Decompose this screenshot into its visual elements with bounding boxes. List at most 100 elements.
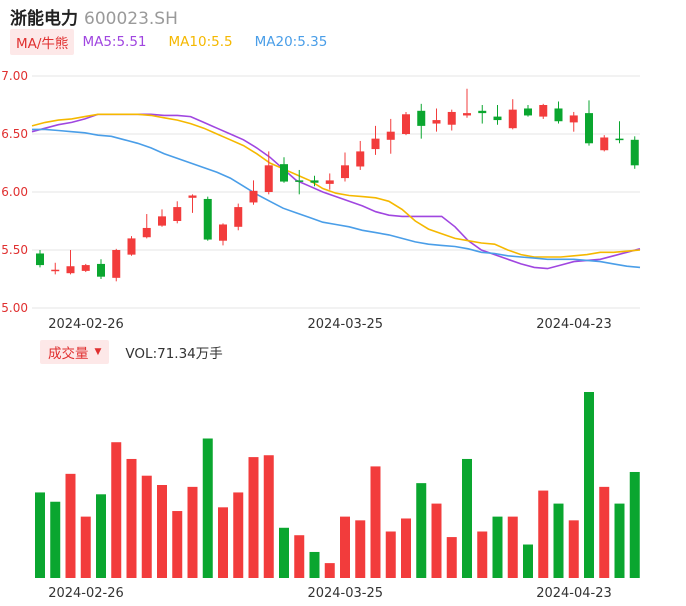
volume-bar <box>248 457 259 578</box>
y-tick-label: 7.00 <box>1 69 28 83</box>
candle-body <box>234 207 243 227</box>
volume-bar <box>96 494 106 578</box>
candle <box>569 111 578 132</box>
volume-bar <box>324 563 335 578</box>
volume-bar <box>263 455 274 578</box>
candle-body <box>341 165 349 179</box>
candle-body <box>173 207 182 221</box>
volume-bar <box>202 438 213 578</box>
candle-body <box>386 131 395 140</box>
volume-bar <box>538 490 549 578</box>
candle-body <box>463 113 471 116</box>
volume-x-tick-label: 2024-02-26 <box>48 586 124 601</box>
candle-body <box>630 139 639 166</box>
candle <box>142 214 151 239</box>
stock-name: 浙能电力 <box>10 9 78 29</box>
volume-bar <box>553 503 564 578</box>
candle-body <box>371 138 380 150</box>
candle-body <box>600 137 609 151</box>
candle <box>554 101 563 124</box>
candle-body <box>615 138 624 141</box>
candle-body <box>249 190 258 203</box>
candle-body <box>585 113 593 144</box>
volume-bar <box>599 486 610 578</box>
volume-bar <box>50 501 61 578</box>
ma10-line <box>31 113 641 258</box>
candle-body <box>524 108 532 116</box>
volume-dropdown-label: 成交量 <box>48 346 89 362</box>
candle <box>127 236 136 256</box>
candle <box>112 248 121 282</box>
candle <box>66 250 75 275</box>
candle-body <box>127 238 136 255</box>
volume-bar <box>462 458 472 578</box>
candle <box>341 152 349 182</box>
candle-body <box>508 109 517 129</box>
volume-bar <box>614 503 625 578</box>
volume-bar <box>294 535 305 578</box>
candle <box>463 88 471 118</box>
volume-bar <box>65 473 76 578</box>
candle-body <box>97 263 105 277</box>
candle <box>356 140 365 170</box>
volume-bar <box>340 516 350 578</box>
volume-bar <box>416 483 427 578</box>
volume-bar <box>111 442 122 578</box>
candle <box>219 223 227 246</box>
volume-legend: 成交量 ▼ VOL:71.34万手 <box>40 340 223 364</box>
candle-body <box>66 266 75 274</box>
candle <box>600 135 609 152</box>
candle-body <box>203 198 212 240</box>
ma5-label: MA5:5.51 <box>82 34 147 50</box>
candle <box>310 175 319 187</box>
volume-bar <box>141 475 152 578</box>
candle-body <box>219 224 227 241</box>
candle <box>478 105 487 124</box>
volume-bar <box>523 544 533 578</box>
candle <box>615 121 624 144</box>
candle-body <box>493 116 502 121</box>
candle <box>51 262 60 275</box>
y-tick-label: 6.50 <box>1 127 28 141</box>
candle-body <box>81 265 90 271</box>
x-tick-label: 2024-04-23 <box>536 317 612 332</box>
candle-body <box>51 269 60 272</box>
volume-bar <box>446 537 457 578</box>
candle-body <box>417 110 426 126</box>
candle <box>173 201 182 224</box>
candle <box>371 125 380 155</box>
volume-bar <box>477 531 488 578</box>
volume-bar <box>355 520 366 578</box>
candle-body <box>325 180 334 184</box>
candle-body <box>142 227 151 238</box>
chevron-down-icon: ▼ <box>94 347 102 357</box>
volume-bar <box>279 527 289 578</box>
volume-x-tick-label: 2024-03-25 <box>307 586 383 601</box>
volume-bar <box>35 492 45 578</box>
volume-indicator-dropdown[interactable]: 成交量 ▼ <box>40 340 110 364</box>
x-tick-label: 2024-03-25 <box>307 317 383 332</box>
volume-bar <box>218 507 228 578</box>
candle <box>295 169 304 195</box>
volume-value-label: VOL:71.34万手 <box>125 346 223 362</box>
ma-bull-bear-toggle[interactable]: MA/牛熊 <box>10 29 75 55</box>
volume-bar <box>385 531 396 578</box>
price-chart[interactable]: 7.00 6.50 6.00 5.50 5.00 2024-02-26 2024-03-25… <box>0 0 686 340</box>
candle <box>203 196 212 241</box>
candle-body <box>158 216 166 226</box>
ma20-line <box>32 128 641 269</box>
candle-body <box>539 105 548 117</box>
ma5-line <box>31 113 641 270</box>
candle-body <box>264 165 273 192</box>
volume-bar <box>309 551 320 578</box>
candle-body <box>569 115 578 123</box>
candle <box>417 103 426 139</box>
volume-bar <box>568 520 579 578</box>
candle <box>524 105 532 117</box>
volume-x-tick-label: 2024-04-23 <box>536 586 612 601</box>
candle <box>630 136 639 169</box>
candle-body <box>188 195 197 198</box>
candle <box>249 180 258 205</box>
volume-bar <box>401 518 411 578</box>
candle <box>402 111 410 136</box>
